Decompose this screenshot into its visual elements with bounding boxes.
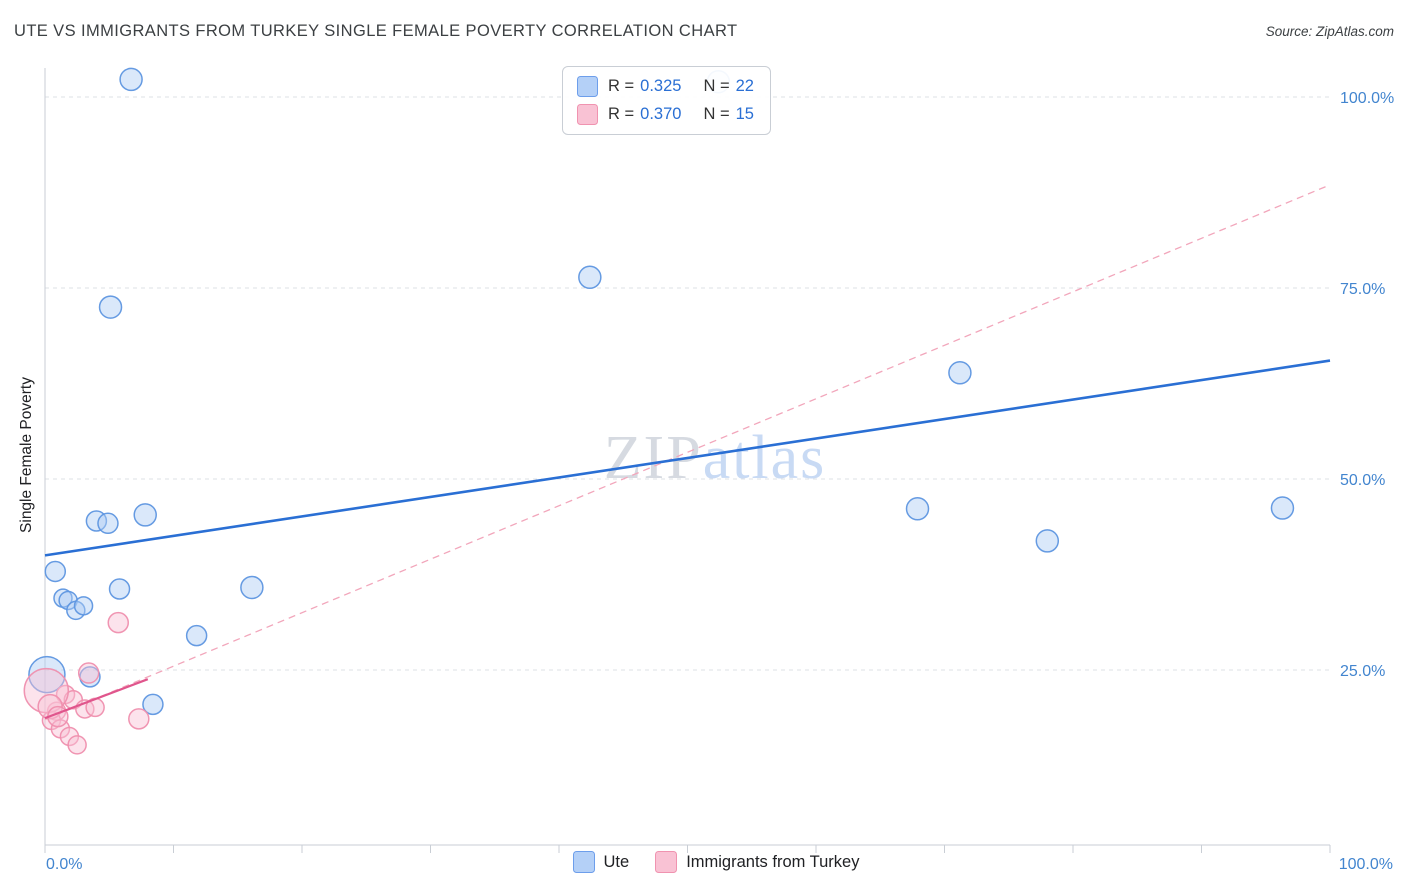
ute-point (44, 560, 67, 583)
page-title: UTE VS IMMIGRANTS FROM TURKEY SINGLE FEM… (14, 22, 738, 40)
r-label: R = (608, 105, 635, 123)
ute-point (240, 575, 264, 600)
ute-point (133, 503, 157, 527)
legend-item-ute: Ute (572, 851, 630, 873)
x-axis-min-label: 0.0% (46, 856, 82, 873)
ute-point (578, 265, 602, 290)
turkey-point (128, 708, 150, 730)
trend-line-immigrants-from-turkey (44, 678, 149, 720)
turkey-point (37, 693, 63, 720)
turkey-point (77, 662, 100, 684)
n-value: 22 (735, 77, 754, 95)
ute-point (142, 693, 164, 716)
r-value: 0.370 (640, 105, 682, 123)
y-tick-label: 75.0% (1340, 281, 1385, 298)
turkey-point (23, 667, 70, 714)
legend-label: Ute (603, 852, 630, 871)
ute-point (905, 497, 930, 521)
trend-line-ute (44, 359, 1331, 557)
r-label: R = (608, 77, 635, 95)
ute-point (1270, 496, 1295, 520)
turkey-point (107, 611, 129, 634)
watermark: ZIPatlas (604, 424, 827, 492)
source-credit: Source: ZipAtlas.com (1265, 24, 1394, 39)
stats-legend-box: R = 0.325 N = 22 R = 0.370 N = 15 (562, 66, 771, 135)
series-legend: Ute Immigrants from Turkey (0, 851, 1406, 873)
n-label: N = (703, 105, 730, 123)
ute-point (108, 578, 131, 600)
x-axis-max-label: 100.0% (1339, 856, 1393, 873)
r-value: 0.325 (640, 77, 682, 95)
ute-swatch (577, 76, 598, 97)
ute-point (97, 512, 119, 535)
n-value: 15 (735, 105, 754, 123)
ute-point (73, 596, 94, 616)
ute-point (28, 655, 66, 694)
trend-projection-immigrants-from-turkey (44, 184, 1331, 721)
turkey-swatch (577, 104, 598, 125)
legend-label: Immigrants from Turkey (686, 852, 860, 871)
y-tick-label: 25.0% (1340, 663, 1385, 680)
ute-point (185, 624, 208, 647)
turkey-point (67, 735, 87, 755)
stats-legend-row-turkey: R = 0.370 N = 15 (577, 104, 754, 125)
y-tick-label: 50.0% (1340, 472, 1385, 489)
ute-point (948, 361, 972, 385)
legend-item-turkey: Immigrants from Turkey (655, 851, 859, 873)
stats-legend-row-ute: R = 0.325 N = 22 (577, 76, 754, 97)
ute-point (98, 295, 123, 319)
ute-swatch (572, 851, 595, 873)
n-label: N = (703, 77, 730, 95)
ute-point (119, 67, 143, 92)
ute-point (1035, 529, 1060, 553)
y-tick-label: 100.0% (1340, 90, 1394, 107)
turkey-swatch (655, 851, 678, 873)
